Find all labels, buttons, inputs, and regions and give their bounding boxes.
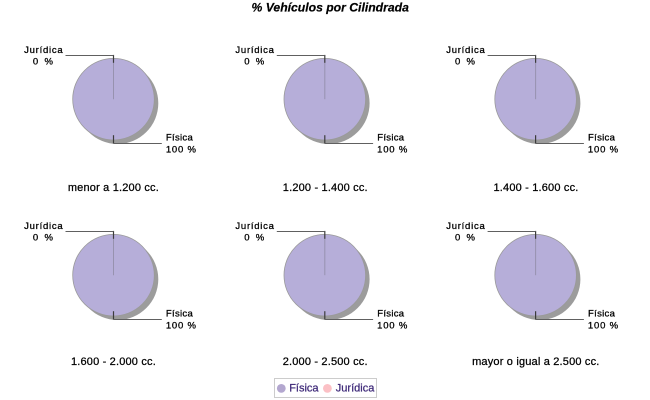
svg-text:Física: Física [166, 309, 194, 320]
svg-text:100 %: 100 % [377, 321, 408, 332]
svg-text:Física: Física [377, 133, 405, 144]
svg-text:1.200 - 1.400 cc.: 1.200 - 1.400 cc. [283, 182, 368, 194]
svg-text:100 %: 100 % [166, 145, 197, 156]
svg-text:1.400 - 1.600 cc.: 1.400 - 1.600 cc. [493, 182, 578, 194]
svg-text:0 %: 0 % [33, 233, 55, 244]
svg-text:Jurídica: Jurídica [446, 45, 485, 56]
svg-text:Jurídica: Jurídica [235, 45, 274, 56]
svg-text:0 %: 0 % [244, 57, 266, 68]
svg-text:0 %: 0 % [455, 233, 477, 244]
svg-text:1.600 - 2.000 cc.: 1.600 - 2.000 cc. [71, 356, 156, 368]
svg-text:Jurídica: Jurídica [336, 383, 375, 395]
svg-text:% Vehículos por Cilindrada: % Vehículos por Cilindrada [252, 0, 410, 14]
svg-text:Jurídica: Jurídica [235, 221, 274, 232]
svg-text:Física: Física [588, 309, 616, 320]
svg-text:mayor o igual a 2.500 cc.: mayor o igual a 2.500 cc. [472, 356, 599, 368]
svg-text:2.000 - 2.500 cc.: 2.000 - 2.500 cc. [283, 356, 368, 368]
svg-text:Jurídica: Jurídica [24, 45, 63, 56]
svg-text:Física: Física [166, 133, 194, 144]
svg-text:menor a 1.200 cc.: menor a 1.200 cc. [68, 182, 159, 194]
svg-text:Física: Física [588, 133, 616, 144]
svg-text:100 %: 100 % [166, 321, 197, 332]
svg-text:Jurídica: Jurídica [24, 221, 63, 232]
svg-text:Física: Física [289, 383, 319, 395]
svg-text:0 %: 0 % [33, 57, 55, 68]
svg-text:100 %: 100 % [588, 145, 619, 156]
svg-text:0 %: 0 % [455, 57, 477, 68]
svg-text:100 %: 100 % [588, 321, 619, 332]
svg-text:0 %: 0 % [244, 233, 266, 244]
svg-text:Jurídica: Jurídica [446, 221, 485, 232]
svg-text:100 %: 100 % [377, 145, 408, 156]
svg-text:Física: Física [377, 309, 405, 320]
